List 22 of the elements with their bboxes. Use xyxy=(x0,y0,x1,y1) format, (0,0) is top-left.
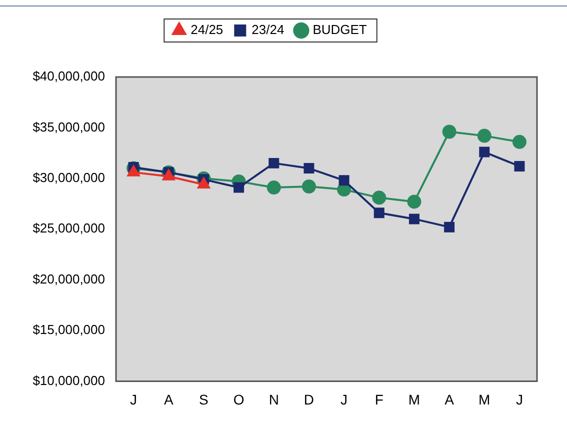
legend-label: 23/24 xyxy=(252,22,284,38)
x-tick-label: J xyxy=(340,391,348,408)
x-tick-label: S xyxy=(199,391,208,408)
x-tick-label: J xyxy=(516,391,523,408)
y-tick-label: $30,000,000 xyxy=(32,170,105,185)
x-tick-label: N xyxy=(268,391,279,408)
x-tick-label: F xyxy=(374,391,384,408)
x-tick-label: M xyxy=(478,391,490,408)
y-tick-label: $40,000,000 xyxy=(32,68,105,84)
legend-label: 24/25 xyxy=(190,22,224,38)
x-tick-label: J xyxy=(130,391,138,408)
x-tick-label: A xyxy=(444,391,455,408)
y-tick-label: $25,000,000 xyxy=(32,220,105,236)
legend-label: BUDGET xyxy=(312,22,367,38)
x-tick-label: M xyxy=(408,391,420,408)
y-tick-label: $35,000,000 xyxy=(32,119,105,134)
x-tick-label: D xyxy=(304,391,314,408)
y-tick-label: $15,000,000 xyxy=(32,322,105,338)
y-tick-label: $10,000,000 xyxy=(32,372,105,388)
x-tick-label: O xyxy=(233,391,244,408)
y-tick-label: $20,000,000 xyxy=(32,271,105,286)
x-tick-label: A xyxy=(164,391,174,408)
